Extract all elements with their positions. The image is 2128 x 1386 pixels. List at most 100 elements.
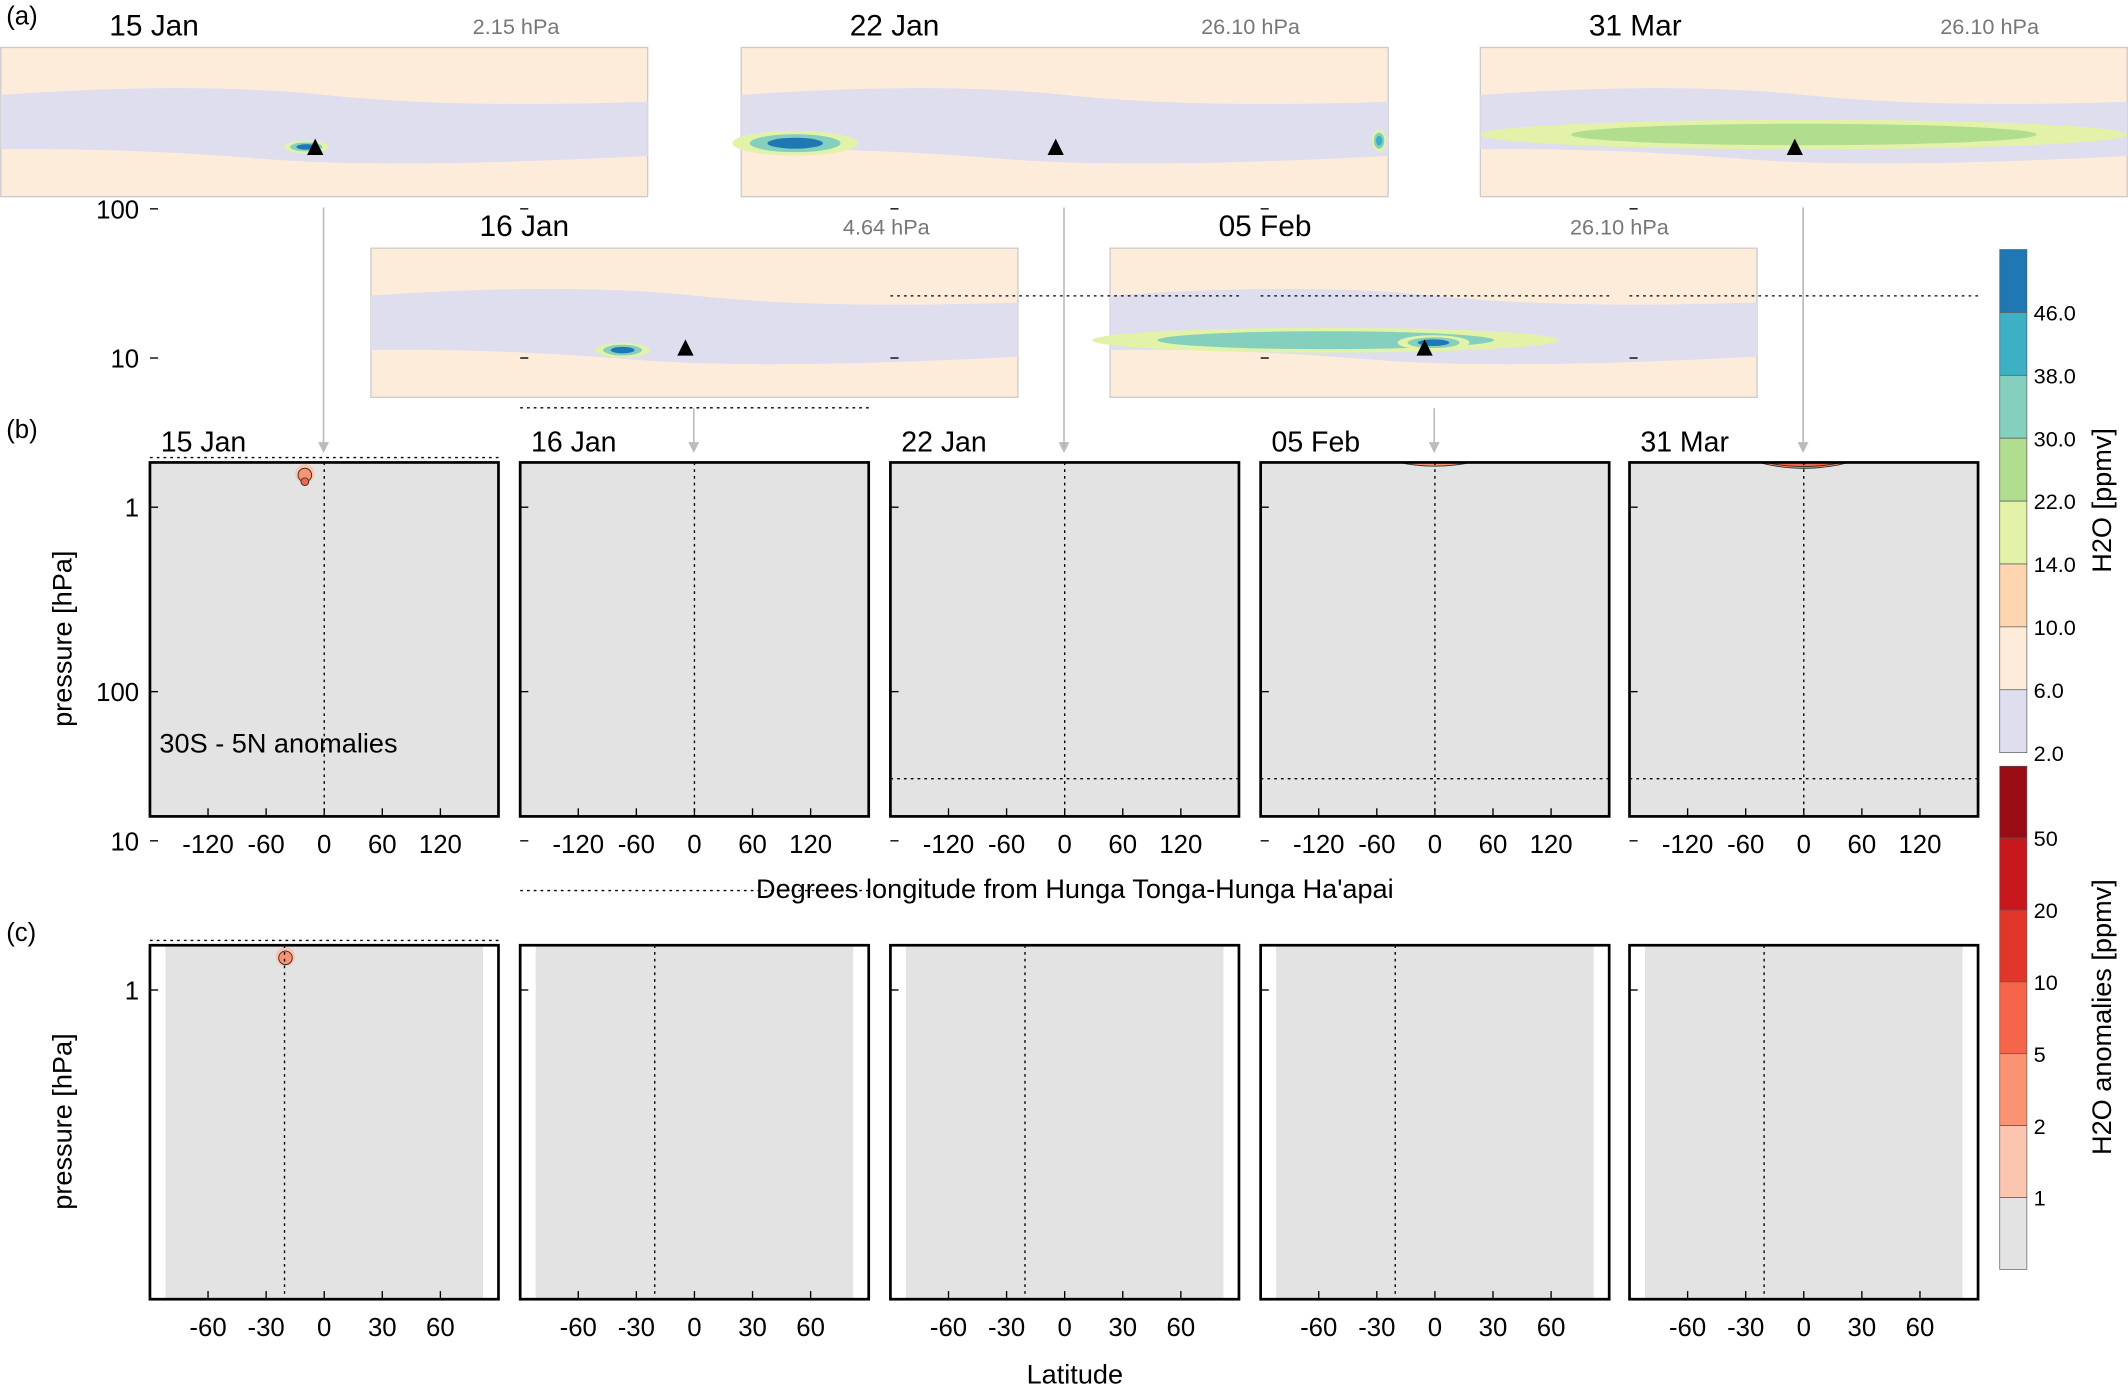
map-pressure-level: 26.10 hPa bbox=[1201, 14, 1301, 39]
panel-background bbox=[1629, 945, 1979, 1300]
x-tick-label: 30 bbox=[1108, 1314, 1137, 1342]
x-tick-label: 60 bbox=[1479, 831, 1508, 859]
anomaly-contour bbox=[300, 477, 310, 487]
y-tick-label: 1 bbox=[125, 977, 139, 1005]
x-tick-label: 60 bbox=[368, 831, 397, 859]
arrow-head-icon bbox=[1058, 442, 1070, 453]
x-tick-label: 60 bbox=[1167, 1314, 1196, 1342]
anomaly-contour bbox=[648, 918, 660, 930]
panel-date: 15 Jan bbox=[161, 427, 246, 459]
colorbar-swatch bbox=[1999, 837, 2028, 911]
map-pressure-level: 26.10 hPa bbox=[1570, 215, 1670, 240]
colorbar-tick: 2.0 bbox=[2034, 741, 2064, 766]
colorbar-tick: 50 bbox=[2034, 826, 2058, 851]
b-xlabel: Degrees longitude from Hunga Tonga-Hunga… bbox=[756, 873, 1394, 904]
x-tick-label: -60 bbox=[930, 1314, 967, 1342]
x-tick-label: -30 bbox=[1358, 1314, 1395, 1342]
h2o-plume bbox=[767, 137, 823, 149]
panel-background bbox=[520, 945, 869, 1300]
map-pressure-level: 26.10 hPa bbox=[1940, 14, 2040, 39]
arrow-head-icon bbox=[688, 442, 700, 453]
volcano-marker-icon bbox=[1416, 339, 1433, 356]
x-tick-label: 0 bbox=[1797, 1314, 1811, 1342]
map-pressure-level: 4.64 hPa bbox=[843, 215, 931, 240]
colorbar-tick: 10.0 bbox=[2034, 615, 2076, 640]
no-data-band bbox=[1223, 945, 1239, 1300]
x-tick-label: -60 bbox=[248, 831, 285, 859]
x-tick-label: 120 bbox=[1159, 831, 1202, 859]
x-tick-label: -60 bbox=[1669, 1314, 1706, 1342]
h2o-plume bbox=[610, 346, 635, 354]
colorbar-label: H2O [ppmv] bbox=[2086, 428, 2117, 573]
no-data-band bbox=[1593, 945, 1610, 1300]
no-data-band bbox=[853, 945, 869, 1300]
y-tick-label: 10 bbox=[110, 346, 139, 374]
x-tick-label: -60 bbox=[189, 1314, 226, 1342]
map-date: 05 Feb bbox=[1219, 210, 1312, 243]
volcano-marker-icon bbox=[307, 138, 324, 155]
tropical-band bbox=[371, 288, 1018, 365]
volcano-marker-icon bbox=[677, 339, 694, 356]
no-data-band bbox=[149, 945, 166, 1300]
x-tick-label: -60 bbox=[560, 1314, 597, 1342]
colorbar-swatch bbox=[1999, 374, 2028, 439]
y-tick-label: 100 bbox=[96, 196, 139, 224]
panel-date: 22 Jan bbox=[901, 427, 986, 459]
arrow-head-icon bbox=[1797, 442, 1809, 453]
x-tick-label: 60 bbox=[738, 831, 767, 859]
x-tick-label: 0 bbox=[1058, 1314, 1072, 1342]
x-tick-label: -120 bbox=[552, 831, 604, 859]
panel-background bbox=[149, 945, 499, 1300]
x-tick-label: -30 bbox=[618, 1314, 655, 1342]
no-data-band bbox=[1962, 945, 1979, 1300]
x-tick-label: 30 bbox=[1479, 1314, 1508, 1342]
x-tick-label: -60 bbox=[618, 831, 655, 859]
no-data-band bbox=[1260, 945, 1277, 1300]
x-tick-label: -120 bbox=[923, 831, 975, 859]
lat-panel-3: -60 -30 0 30 60 bbox=[1259, 690, 1611, 1342]
x-tick-label: -120 bbox=[182, 831, 234, 859]
map-16-jan: 16 Jan 4.64 hPa bbox=[370, 210, 1019, 399]
x-tick-label: 0 bbox=[1428, 831, 1442, 859]
y-tick-label: 10 bbox=[110, 828, 139, 856]
x-tick-label: 30 bbox=[368, 1314, 397, 1342]
panel-label-b: (b) bbox=[6, 416, 37, 444]
map-05-feb: 05 Feb 26.10 hPa bbox=[1092, 210, 1758, 399]
panel-background bbox=[1260, 945, 1610, 1300]
panel-background bbox=[890, 945, 1239, 1300]
x-tick-label: 0 bbox=[317, 831, 331, 859]
x-tick-label: 60 bbox=[426, 1314, 455, 1342]
colorbar-tick: 14.0 bbox=[2034, 552, 2076, 577]
x-tick-label: -60 bbox=[1727, 831, 1764, 859]
map-22-jan: 22 Jan 26.10 hPa bbox=[732, 9, 1389, 198]
map-15-jan: 15 Jan 2.15 hPa bbox=[0, 9, 649, 198]
tropical-band bbox=[0, 88, 648, 164]
no-data-band bbox=[1629, 945, 1646, 1300]
colorbar-tick: 46.0 bbox=[2034, 301, 2076, 326]
y-tick-label: 1 bbox=[125, 495, 139, 523]
lat-panel-0: -60 -30 0 30 60 1 10 100 bbox=[96, 679, 500, 1342]
colorbar-swatch bbox=[1999, 1197, 2028, 1270]
arrow-head-icon bbox=[318, 442, 329, 453]
colorbar-tick: 1 bbox=[2034, 1186, 2046, 1211]
no-data-band bbox=[482, 945, 499, 1300]
colorbar-tick: 10 bbox=[2034, 970, 2058, 995]
map-date: 15 Jan bbox=[109, 9, 199, 42]
colorbar-tick: 22.0 bbox=[2034, 489, 2076, 514]
no-data-band bbox=[890, 945, 906, 1300]
anomaly-contour bbox=[278, 950, 293, 966]
x-tick-label: 0 bbox=[687, 831, 701, 859]
lat-panel-2: -60 -30 0 30 60 bbox=[889, 690, 1241, 1342]
map-date: 31 Mar bbox=[1589, 9, 1682, 42]
colorbar-anomalies: 50 20 10 5 2 1 H2O anomalies [ppmv] bbox=[1999, 765, 2117, 1270]
c-ylabel: pressure [hPa] bbox=[46, 1033, 77, 1209]
colorbar-tick: 38.0 bbox=[2034, 363, 2076, 388]
x-tick-label: 0 bbox=[317, 1314, 331, 1342]
h2o-plume bbox=[1375, 135, 1383, 146]
lon-panel-3: -120 -60 0 60 120 05 Feb bbox=[1259, 208, 1611, 859]
colorbar-tick: 6.0 bbox=[2034, 678, 2064, 703]
colorbar-swatch bbox=[1999, 437, 2028, 502]
